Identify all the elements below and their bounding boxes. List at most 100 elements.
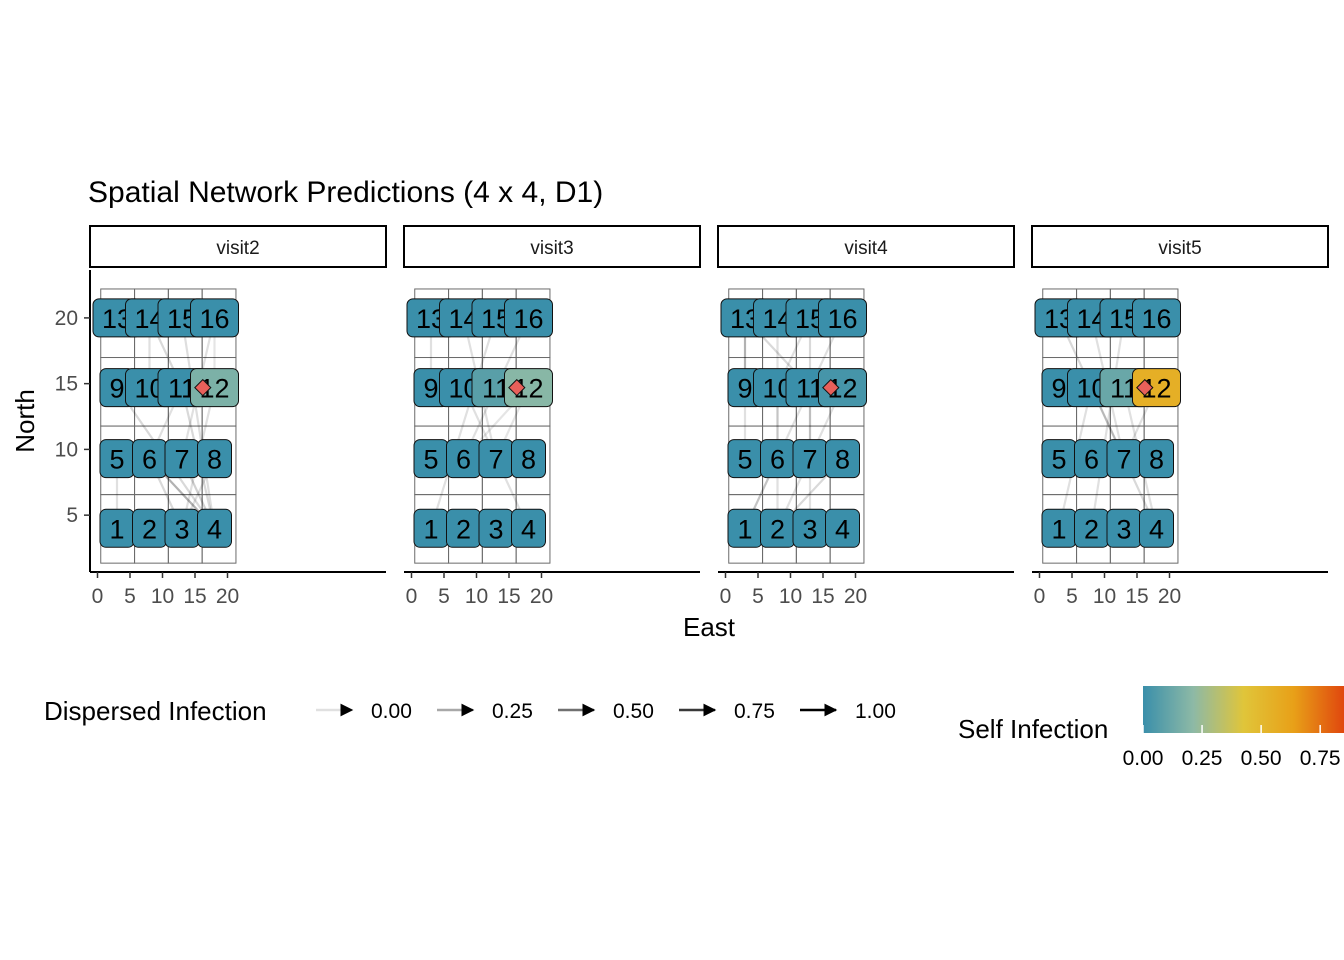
node-7: 7 [164, 439, 200, 479]
edges [425, 312, 530, 534]
facet-strip [717, 225, 1015, 268]
node-box [190, 298, 239, 338]
chart-title: Spatial Network Predictions (4 x 4, D1) [88, 176, 603, 209]
x-tick-label: 20 [530, 585, 553, 608]
node-label: 4 [207, 514, 222, 544]
node-3: 3 [164, 508, 200, 548]
node-12: 12 [818, 368, 867, 408]
node-4: 4 [197, 508, 232, 548]
node-label: 2 [456, 514, 471, 544]
node-2: 2 [446, 508, 481, 548]
source-diamond-marker [508, 378, 526, 397]
x-tick-label: 20 [216, 585, 239, 608]
edge-15-to-4 [180, 317, 218, 522]
x-tick-label: 0 [406, 585, 418, 608]
colorbar-label: 0.50 [1241, 747, 1282, 770]
node-label: 9 [1051, 374, 1066, 404]
node-label: 8 [1149, 445, 1164, 475]
node-label: 2 [770, 514, 785, 544]
facet-strip [1031, 225, 1329, 268]
node-1: 1 [727, 508, 763, 548]
node-2: 2 [132, 508, 167, 548]
node-16: 16 [818, 298, 867, 338]
node-1: 1 [1041, 508, 1077, 548]
facet-label: visit4 [844, 238, 888, 259]
node-8: 8 [511, 439, 546, 479]
facet-strip [403, 225, 701, 268]
source-diamond-marker [194, 378, 212, 397]
x-tick-label: 15 [811, 585, 834, 608]
node-label: 6 [1084, 445, 1099, 475]
legend-self-title: Self Infection [958, 714, 1108, 744]
x-tick-label: 0 [1034, 585, 1046, 608]
node-label: 4 [1149, 514, 1164, 544]
node-box [1132, 298, 1181, 338]
node-label: 6 [456, 445, 471, 475]
node-3: 3 [1106, 508, 1142, 548]
node-label: 2 [142, 514, 157, 544]
node-label: 9 [109, 374, 124, 404]
edge-15-to-2 [1088, 317, 1126, 522]
node-label: 16 [827, 304, 857, 334]
node-7: 7 [792, 439, 828, 479]
y-tick-label: 20 [55, 307, 78, 330]
node-3: 3 [792, 508, 828, 548]
node-label: 8 [207, 445, 222, 475]
colorbar [1143, 686, 1344, 733]
node-label: 1 [737, 514, 752, 544]
node-4: 4 [825, 508, 860, 548]
x-tick-label: 0 [720, 585, 732, 608]
facet-label: visit2 [216, 238, 259, 259]
x-tick-label: 20 [1158, 585, 1181, 608]
node-12: 12 [190, 368, 239, 408]
node-16: 16 [1132, 298, 1181, 338]
colorbar-label: 0.25 [1182, 747, 1223, 770]
node-5: 5 [99, 439, 135, 479]
node-box [504, 368, 553, 408]
node-label: 4 [835, 514, 850, 544]
node-8: 8 [825, 439, 860, 479]
node-label: 3 [488, 514, 503, 544]
x-tick-label: 15 [497, 585, 520, 608]
x-axis-label: East [683, 612, 736, 642]
node-box [197, 439, 232, 479]
x-tick-label: 10 [151, 585, 174, 608]
x-tick-label: 5 [124, 585, 136, 608]
colorbar-label: 0.00 [1123, 747, 1164, 770]
node-1: 1 [99, 508, 135, 548]
node-6: 6 [1074, 439, 1109, 479]
y-axis-label: North [10, 389, 40, 453]
node-5: 5 [1041, 439, 1077, 479]
x-tick-label: 10 [1093, 585, 1116, 608]
x-tick-label: 10 [779, 585, 802, 608]
edge-15-to-1 [431, 317, 498, 522]
node-label: 5 [1051, 445, 1066, 475]
edge-16-to-1 [747, 317, 844, 523]
edges [739, 317, 844, 534]
node-label: 3 [1116, 514, 1131, 544]
legend-arrow-label: 0.75 [734, 700, 775, 723]
node-label: 1 [423, 514, 438, 544]
node-box [825, 508, 860, 548]
y-tick-label: 10 [55, 438, 78, 461]
node-label: 7 [174, 445, 189, 475]
x-tick-label: 0 [92, 585, 104, 608]
x-tick-label: 5 [1066, 585, 1078, 608]
node-label: 16 [1141, 304, 1171, 334]
node-1: 1 [413, 508, 449, 548]
y-tick-label: 5 [66, 504, 78, 527]
colorbar-label: 0.75 [1300, 747, 1341, 770]
edges [1057, 317, 1158, 534]
node-7: 7 [1106, 439, 1142, 479]
x-tick-label: 15 [1125, 585, 1148, 608]
node-box [818, 368, 867, 408]
legend-arrow-label: 0.00 [371, 700, 412, 723]
node-label: 16 [199, 304, 229, 334]
x-tick-label: 15 [183, 585, 206, 608]
node-box [1139, 508, 1174, 548]
node-label: 7 [802, 445, 817, 475]
